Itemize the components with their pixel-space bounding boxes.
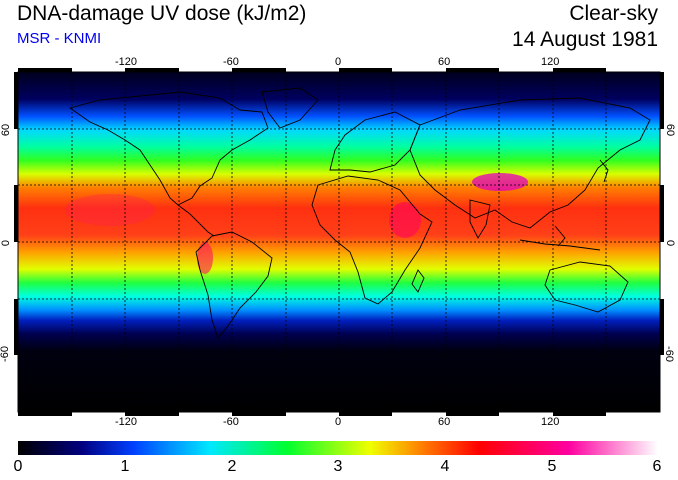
pacific-maximum xyxy=(65,194,155,226)
frame-ticks xyxy=(14,68,664,416)
lat-tick-right: -60 xyxy=(662,346,675,362)
colorbar-label: 6 xyxy=(652,458,662,475)
lon-tick-bottom: -60 xyxy=(223,416,239,428)
colorbar-label: 3 xyxy=(333,458,343,475)
lon-tick-top: -60 xyxy=(223,56,239,68)
lat-tick-left: -60 xyxy=(0,346,11,362)
source-label: MSR - KNMI xyxy=(17,30,102,47)
colorbar-label: 1 xyxy=(120,458,130,475)
colorbar-label: 2 xyxy=(227,458,237,475)
lon-tick-top: 60 xyxy=(438,56,451,68)
colorbar-label: 5 xyxy=(547,458,557,475)
date-label: 14 August 1981 xyxy=(512,28,658,51)
map-title: DNA-damage UV dose (kJ/m2) xyxy=(17,2,307,25)
lon-tick-top: -120 xyxy=(115,56,138,68)
colorbar-label: 0 xyxy=(13,458,23,475)
coastlines xyxy=(18,87,660,397)
tibet-maximum xyxy=(472,173,528,191)
graticule xyxy=(18,72,660,412)
red-sea-maximum xyxy=(389,202,421,238)
lon-tick-bottom: 60 xyxy=(438,416,451,428)
lat-tick-right: 0 xyxy=(664,239,677,247)
lon-tick-top: 0 xyxy=(335,56,342,68)
lat-tick-left: 0 xyxy=(0,239,13,247)
lat-tick-right: 60 xyxy=(664,123,677,137)
colorbar-label: 4 xyxy=(440,458,450,475)
lat-tick-left: 60 xyxy=(0,123,13,137)
lon-tick-bottom: -120 xyxy=(115,416,138,428)
colorbar xyxy=(18,441,658,455)
condition-label: Clear-sky xyxy=(569,2,658,25)
lon-tick-bottom: 0 xyxy=(335,416,342,428)
andes-maximum xyxy=(197,242,213,274)
lon-tick-top: 120 xyxy=(541,56,560,68)
lon-tick-bottom: 120 xyxy=(541,416,560,428)
